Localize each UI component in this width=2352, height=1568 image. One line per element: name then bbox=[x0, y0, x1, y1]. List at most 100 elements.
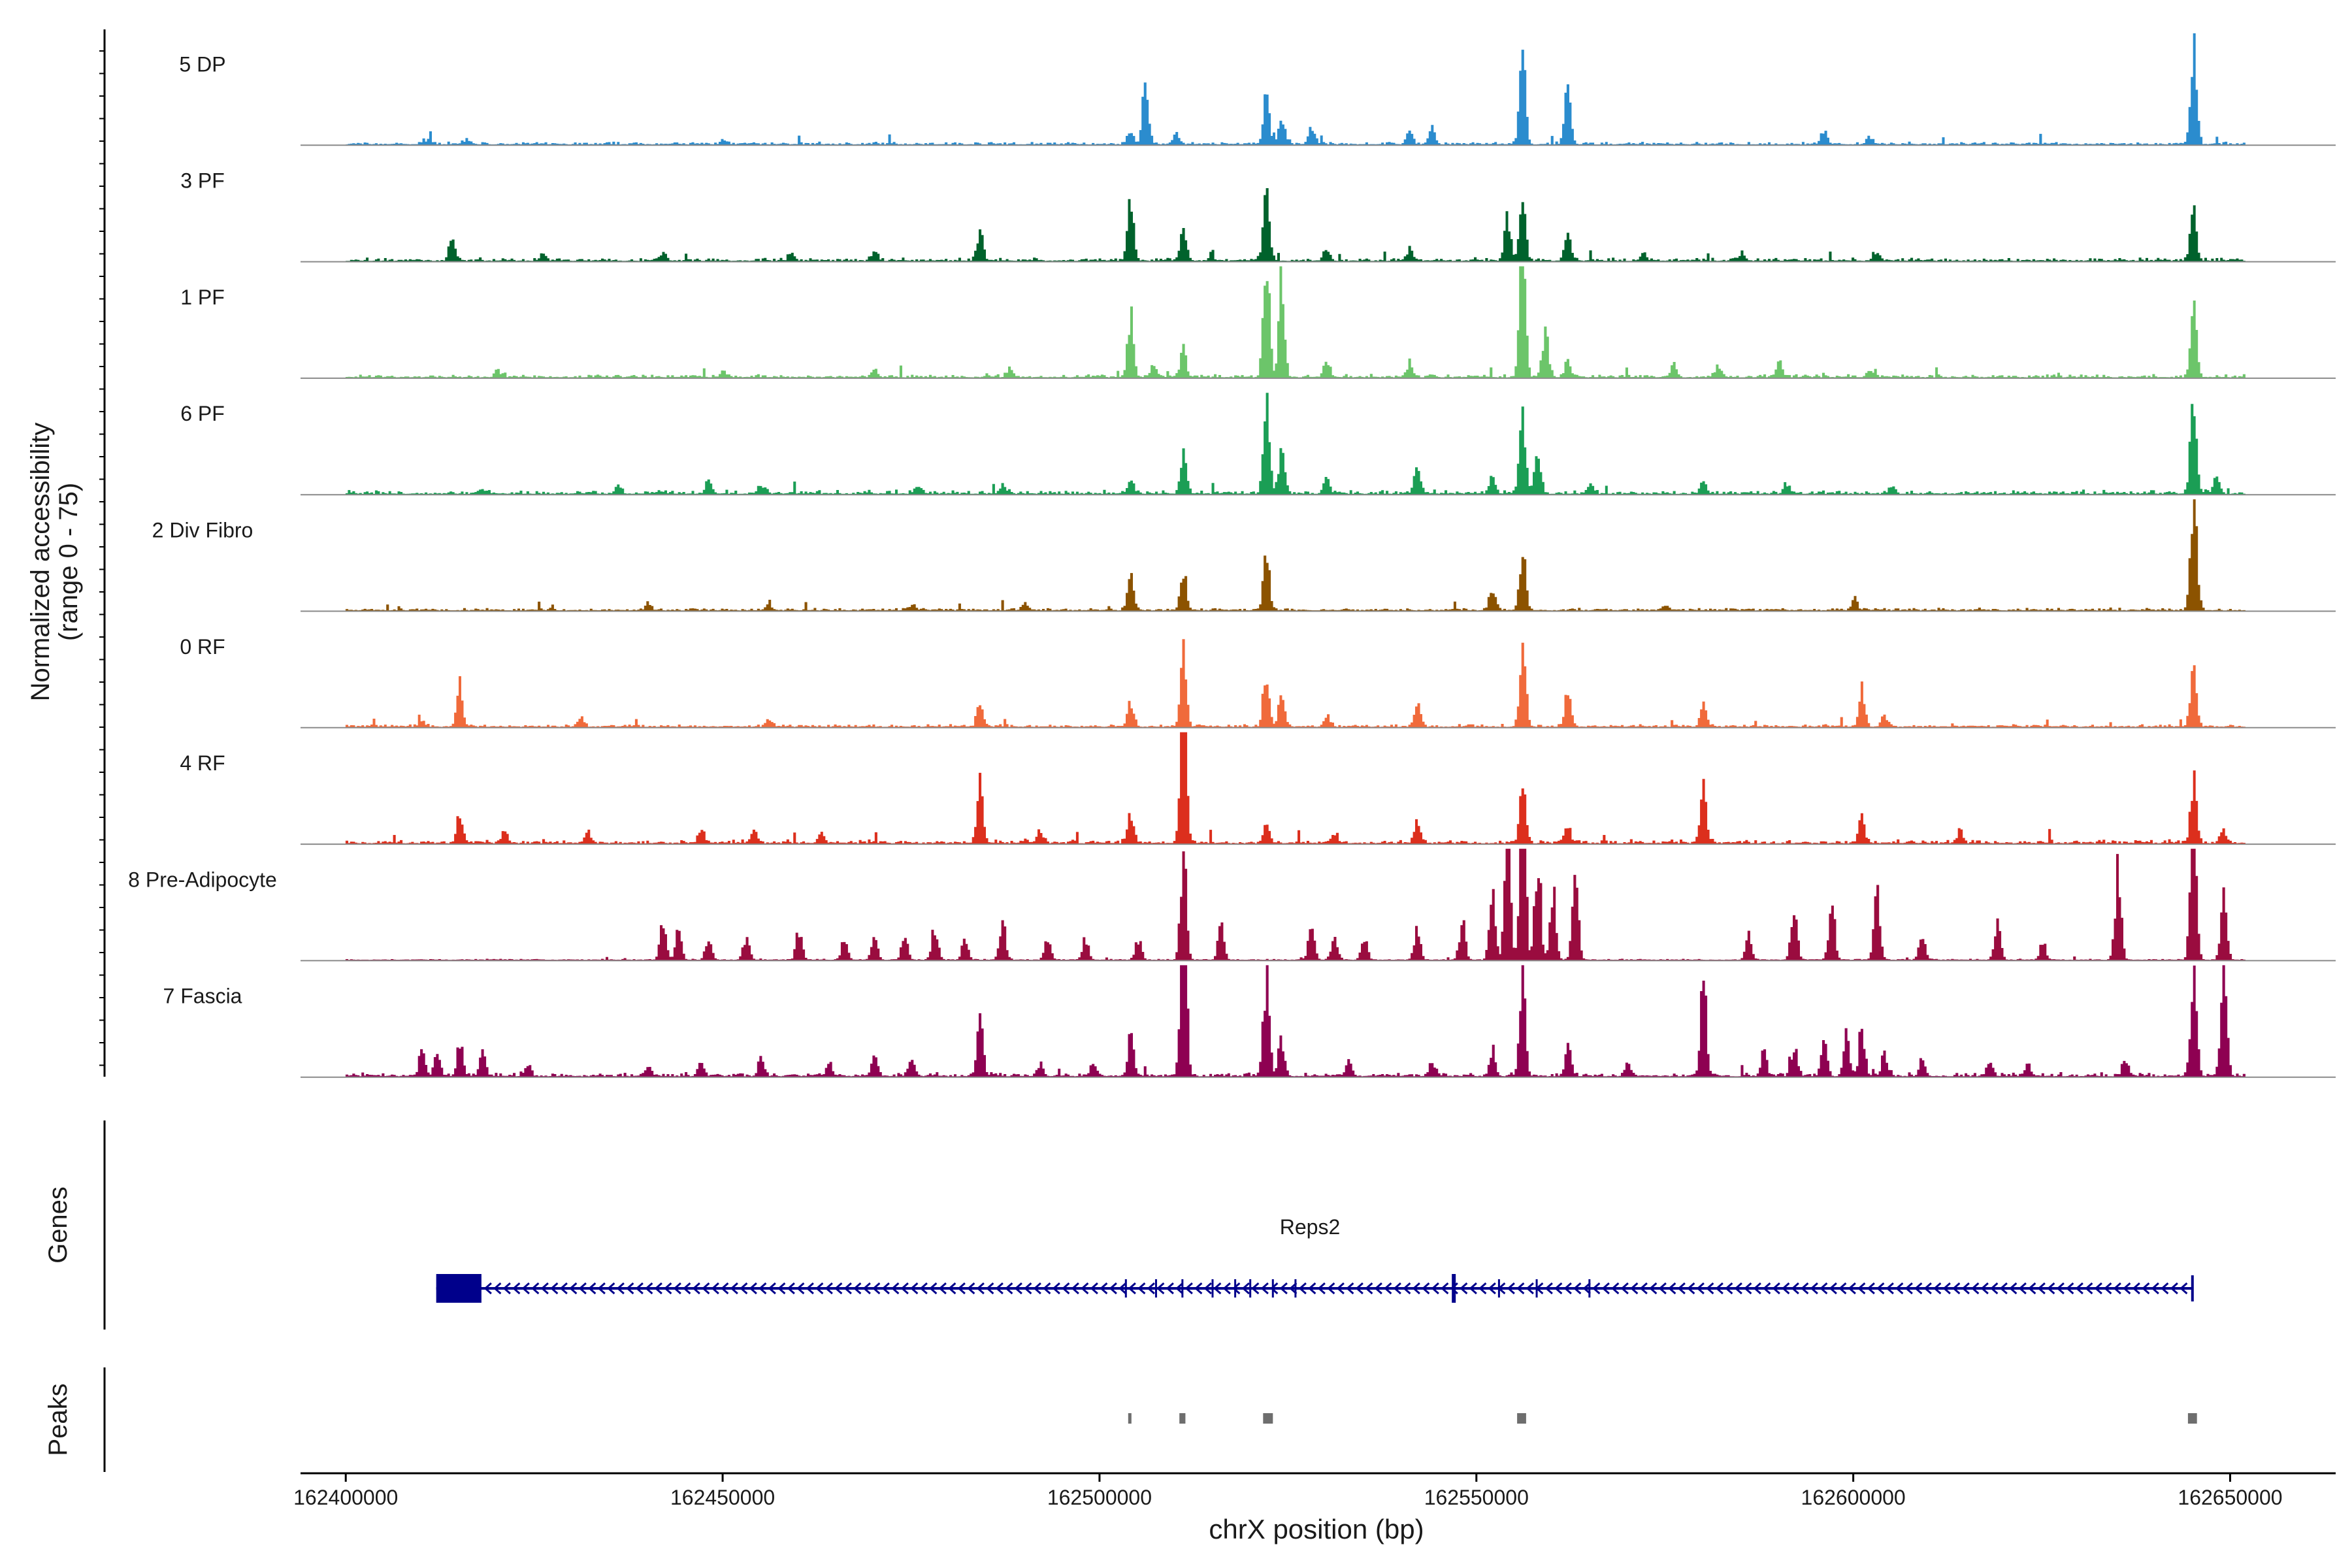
strand-arrow bbox=[1327, 1282, 1335, 1295]
strand-arrow bbox=[2037, 1282, 2046, 1295]
strand-arrow bbox=[853, 1282, 862, 1295]
strand-arrow bbox=[1829, 1282, 1837, 1295]
track-label: 7 Fascia bbox=[163, 985, 242, 1008]
strand-arrow bbox=[531, 1282, 540, 1295]
coverage-panel: 5 DP 3 PF 1 PF 6 PF 2 Div Fibro 0 RF 4 RF 8 Pre… bbox=[26, 29, 2336, 1078]
strand-arrow bbox=[1222, 1282, 1231, 1295]
strand-arrow bbox=[749, 1282, 757, 1295]
strand-arrow bbox=[1441, 1282, 1449, 1295]
strand-arrow bbox=[2056, 1282, 2065, 1295]
strand-arrow bbox=[1942, 1282, 1951, 1295]
x-tick-label: 162450000 bbox=[670, 1486, 775, 1509]
strand-arrow bbox=[559, 1282, 568, 1295]
strand-arrow bbox=[2113, 1282, 2121, 1295]
strand-arrow bbox=[2047, 1282, 2055, 1295]
track-7-fascia: 7 Fascia bbox=[163, 965, 2336, 1078]
strand-arrow bbox=[1279, 1282, 1288, 1295]
track-label: 0 RF bbox=[180, 635, 225, 659]
strand-arrow bbox=[1857, 1282, 1866, 1295]
x-tick-label: 162550000 bbox=[1424, 1486, 1529, 1509]
strand-arrow bbox=[1431, 1282, 1439, 1295]
strand-arrow bbox=[1753, 1282, 1761, 1295]
strand-arrow bbox=[1062, 1282, 1070, 1295]
strand-arrow bbox=[759, 1282, 767, 1295]
strand-arrow bbox=[995, 1282, 1004, 1295]
strand-arrow bbox=[768, 1282, 776, 1295]
strand-arrow bbox=[1241, 1282, 1250, 1295]
track-label: 4 RF bbox=[180, 751, 225, 775]
strand-arrow bbox=[2132, 1282, 2140, 1295]
strand-arrow bbox=[1156, 1282, 1165, 1295]
strand-arrow bbox=[1460, 1282, 1468, 1295]
track-label: 6 PF bbox=[180, 402, 225, 425]
strand-arrow bbox=[1422, 1282, 1430, 1295]
strand-arrow bbox=[1592, 1282, 1601, 1295]
strand-arrow bbox=[967, 1282, 975, 1295]
strand-arrow bbox=[872, 1282, 881, 1295]
strand-arrow bbox=[597, 1282, 606, 1295]
strand-arrow bbox=[806, 1282, 814, 1295]
strand-arrow bbox=[1014, 1282, 1022, 1295]
strand-arrow bbox=[2009, 1282, 2017, 1295]
track-label: 3 PF bbox=[180, 169, 225, 193]
strand-arrow bbox=[1904, 1282, 1913, 1295]
strand-arrow bbox=[1782, 1282, 1790, 1295]
track-2-div-fibro: 2 Div Fibro bbox=[152, 499, 2336, 612]
strand-arrow bbox=[2028, 1282, 2036, 1295]
strand-arrow bbox=[1658, 1282, 1667, 1295]
peak-region-marks bbox=[1128, 1413, 2197, 1424]
strand-arrow bbox=[1980, 1282, 1989, 1295]
strand-arrow bbox=[2123, 1282, 2131, 1295]
strand-arrow bbox=[1365, 1282, 1373, 1295]
strand-arrow bbox=[1005, 1282, 1013, 1295]
strand-arrow bbox=[1867, 1282, 1875, 1295]
strand-arrow bbox=[1213, 1282, 1222, 1295]
peak-region bbox=[1179, 1413, 1186, 1424]
strand-arrow bbox=[1563, 1282, 1572, 1295]
strand-arrow bbox=[1791, 1282, 1799, 1295]
strand-arrow bbox=[919, 1282, 928, 1295]
strand-arrow bbox=[1516, 1282, 1525, 1295]
strand-arrow bbox=[2161, 1282, 2169, 1295]
peak-region bbox=[1517, 1413, 1526, 1424]
strand-arrow bbox=[1763, 1282, 1771, 1295]
strand-arrow bbox=[1100, 1282, 1108, 1295]
strand-arrow bbox=[834, 1282, 843, 1295]
strand-arrow bbox=[2180, 1282, 2188, 1295]
strand-arrow bbox=[891, 1282, 900, 1295]
strand-arrow bbox=[1933, 1282, 1942, 1295]
track-5-dp: 5 DP bbox=[179, 33, 2336, 146]
strand-arrow bbox=[1961, 1282, 1970, 1295]
x-axis-title: chrX position (bp) bbox=[1209, 1514, 1424, 1544]
strand-arrow bbox=[616, 1282, 625, 1295]
strand-arrow bbox=[1801, 1282, 1809, 1295]
peak-region bbox=[1263, 1413, 1273, 1424]
strand-arrow bbox=[1554, 1282, 1563, 1295]
strand-arrow bbox=[483, 1282, 492, 1295]
strand-arrow bbox=[2085, 1282, 2093, 1295]
strand-arrow bbox=[1270, 1282, 1279, 1295]
strand-arrow bbox=[730, 1282, 738, 1295]
coverage-area bbox=[345, 732, 2246, 844]
strand-arrow bbox=[1232, 1282, 1241, 1295]
strand-arrow bbox=[1071, 1282, 1079, 1295]
strand-arrow bbox=[787, 1282, 795, 1295]
peaks-panel: Peaks bbox=[44, 1367, 2197, 1472]
x-axis: 162400000 162450000 162500000 162550000 1626… bbox=[293, 1472, 2336, 1544]
x-tick-label: 162500000 bbox=[1047, 1486, 1152, 1509]
strand-arrow bbox=[1469, 1282, 1477, 1295]
coverage-y-ticks bbox=[99, 50, 105, 1066]
strand-arrow bbox=[1582, 1282, 1591, 1295]
strand-arrow bbox=[578, 1282, 587, 1295]
gene-name-label: Reps2 bbox=[1280, 1215, 1341, 1239]
strand-arrow bbox=[1630, 1282, 1639, 1295]
track-label: 1 PF bbox=[180, 286, 225, 309]
x-tick-label: 162400000 bbox=[293, 1486, 398, 1509]
strand-arrow bbox=[550, 1282, 559, 1295]
strand-arrow bbox=[2151, 1282, 2159, 1295]
strand-arrow bbox=[938, 1282, 947, 1295]
coverage-area bbox=[345, 965, 2246, 1077]
track-1-pf: 1 PF bbox=[180, 266, 2336, 379]
strand-arrow bbox=[1412, 1282, 1420, 1295]
